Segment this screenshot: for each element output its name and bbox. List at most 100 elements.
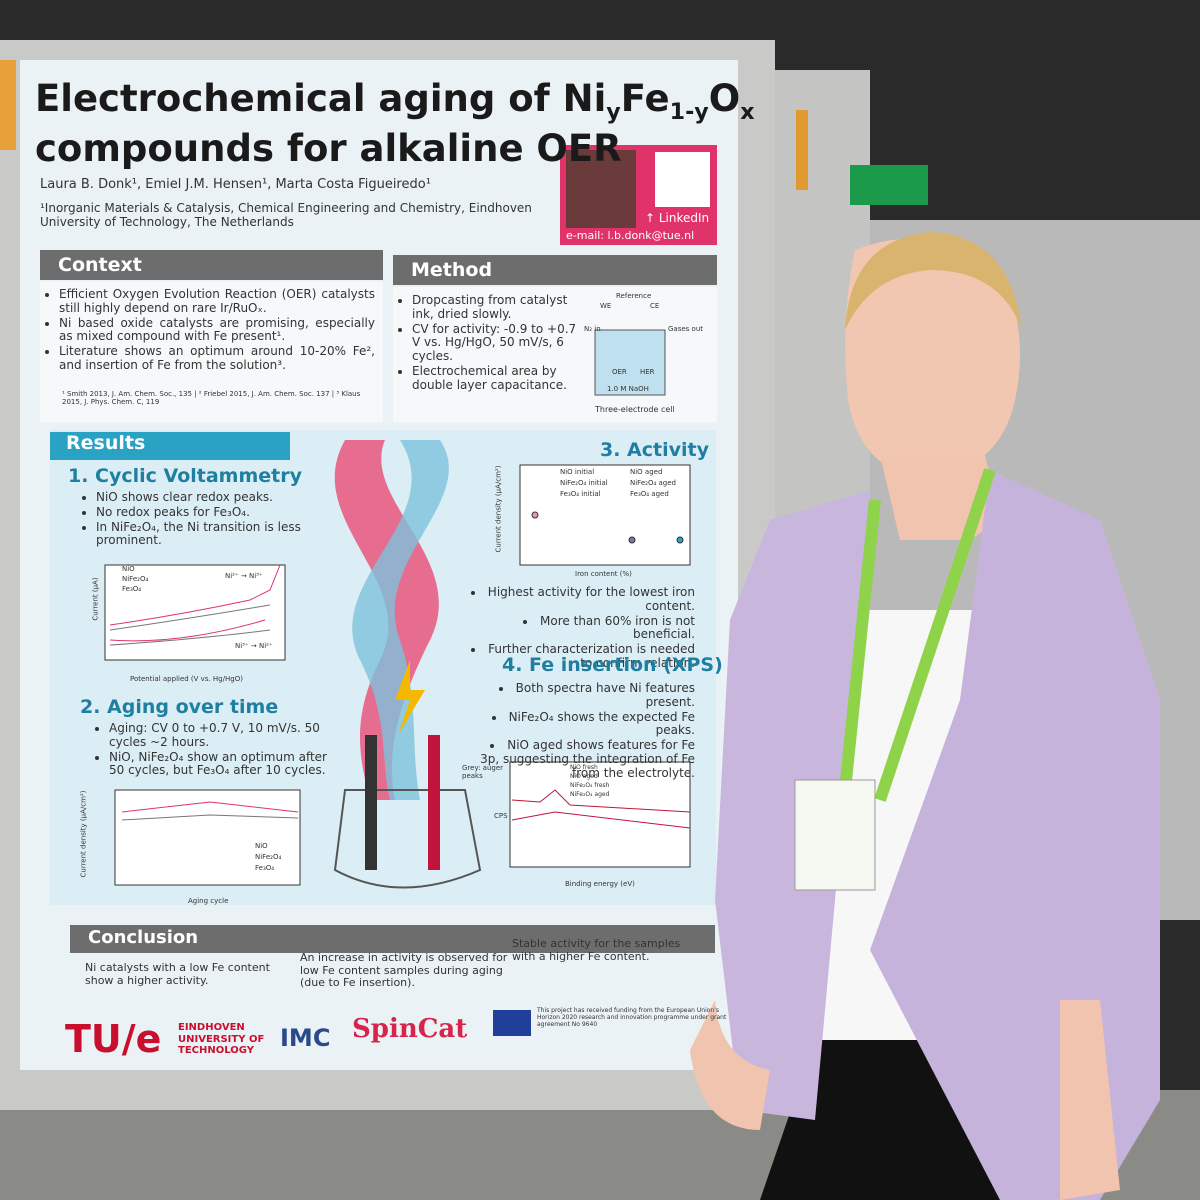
conclusion-bar — [70, 925, 715, 953]
label: WE — [600, 302, 612, 310]
bullet: Electrochemical area by double layer cap… — [412, 364, 578, 393]
bullet: Literature shows an optimum around 10-20… — [59, 344, 375, 373]
aging-title: 2. Aging over time — [80, 696, 279, 718]
eu-flag — [493, 1010, 531, 1036]
linkedin: ↑ LinkedIn — [645, 211, 710, 225]
aging-bullets: Aging: CV 0 to +0.7 V, 10 mV/s. 50 cycle… — [95, 721, 335, 779]
hand — [1060, 1000, 1120, 1200]
bullet: NiO aged shows features for Fe 3p, sugge… — [474, 738, 695, 780]
label: Fe₃O₄ — [122, 585, 142, 593]
hand — [690, 1000, 770, 1130]
label: NiFe₂O₄ fresh — [570, 782, 610, 789]
activity-ylabel: Current density (µA/cm²) — [494, 465, 503, 553]
exit-sign — [850, 165, 928, 205]
label: OER — [612, 368, 627, 376]
bullet: In NiFe₂O₄, the Ni transition is less pr… — [96, 520, 317, 549]
bullet: More than 60% iron is not beneficial. — [459, 614, 695, 643]
bullet: NiO, NiFe₂O₄ show an optimum after 50 cy… — [109, 750, 335, 779]
aging-xlabel: Aging cycle — [188, 897, 229, 905]
cell-caption: Three-electrode cell — [595, 405, 675, 414]
aging-chart — [114, 789, 301, 886]
blazer-left — [715, 490, 870, 1120]
context-body: Efficient Oxygen Evolution Reaction (OER… — [45, 287, 375, 374]
method-body: Dropcasting from catalyst ink, dried slo… — [398, 293, 578, 394]
bullet: Ni based oxide catalysts are promising, … — [59, 316, 375, 345]
affiliation: ¹Inorganic Materials & Catalysis, Chemic… — [40, 201, 532, 229]
poster-title-line2: compounds for alkaline OER — [35, 127, 622, 170]
funding: This project has received funding from t… — [537, 1007, 727, 1028]
label: NiO initial — [560, 468, 595, 476]
aging-ylabel: Current density (µA/cm²) — [79, 790, 88, 878]
label: NiO aged — [630, 468, 663, 476]
context-box — [40, 282, 383, 422]
board-tag — [0, 60, 16, 150]
label: Ni²⁺ → Ni³⁺ — [225, 572, 263, 580]
cv-ylabel: Current (µA) — [91, 577, 100, 621]
results-bar — [50, 432, 290, 460]
label: Ni³⁺ → Ni²⁺ — [235, 642, 273, 650]
context-heading: Context — [40, 250, 383, 280]
qr-code — [655, 152, 710, 207]
bullet: NiO shows clear redox peaks. — [96, 490, 317, 505]
label: NiO — [255, 842, 268, 850]
portrait — [566, 150, 636, 228]
bullet: Highest activity for the lowest iron con… — [459, 585, 695, 614]
bullet: Aging: CV 0 to +0.7 V, 10 mV/s. 50 cycle… — [109, 721, 335, 750]
xps-xlabel: Binding energy (eV) — [565, 880, 635, 888]
xps-bullets: Both spectra have Ni features present.Ni… — [460, 681, 695, 782]
electrode — [365, 735, 377, 870]
context-refs: ¹ Smith 2013, J. Am. Chem. Soc., 135 | ²… — [62, 390, 361, 407]
method-heading: Method — [393, 255, 717, 285]
bullet: Dropcasting from catalyst ink, dried slo… — [412, 293, 578, 322]
cell-beaker — [594, 329, 666, 396]
label: NiO — [122, 565, 135, 573]
hair — [845, 232, 1022, 330]
electrode — [428, 735, 440, 870]
label: N₂ in — [584, 325, 601, 333]
xps-note: Grey: auger peaks — [462, 764, 504, 781]
label: Fe₃O₄ aged — [630, 490, 669, 498]
label: Ni catalysts with a low Fe content show … — [85, 961, 270, 987]
email: e-mail: l.b.donk@tue.nl — [566, 229, 695, 242]
label: NiFe₂O₄ — [255, 853, 282, 861]
cv-xlabel: Potential applied (V vs. Hg/HgO) — [130, 675, 243, 683]
xps-chart — [509, 761, 691, 868]
label: NiFe₂O₄ initial — [560, 479, 608, 487]
lanyard — [839, 468, 996, 802]
label: Reference — [616, 292, 652, 300]
activity-chart — [519, 464, 691, 566]
authors: Laura B. Donk¹, Emiel J.M. Hensen¹, Mart… — [40, 177, 431, 192]
face — [845, 238, 1020, 480]
label: NiFe₂O₄ aged — [570, 791, 610, 798]
activity-xlabel: Iron content (%) — [575, 570, 632, 578]
o2-ribbon — [334, 440, 439, 800]
bullet: Efficient Oxygen Evolution Reaction (OER… — [59, 287, 375, 316]
bullet: CV for activity: -0.9 to +0.7 V vs. Hg/H… — [412, 322, 578, 364]
label: An increase in activity is observed for … — [300, 951, 508, 990]
label: 1.0 M NaOH — [607, 385, 649, 393]
panel-tag — [796, 110, 808, 190]
label: Fe₃O₄ initial — [560, 490, 601, 498]
badge — [794, 779, 876, 891]
label: HER — [640, 368, 655, 376]
h2-ribbon — [352, 440, 449, 800]
bullet: Further characterization is needed to co… — [459, 642, 695, 671]
xps-ylabel: CPS — [494, 812, 508, 820]
spincat-logo: SpinCat — [352, 1014, 468, 1044]
activity-bullets: Highest activity for the lowest iron con… — [445, 585, 695, 672]
tue-logo: TU/e — [65, 1017, 162, 1061]
results-heading: Results — [66, 432, 146, 454]
imc-logo: IMC — [280, 1024, 331, 1052]
label: NiFe₂O₄ — [122, 575, 149, 583]
activity-title: 3. Activity — [600, 439, 709, 461]
cv-title: 1. Cyclic Voltammetry — [68, 465, 303, 487]
label: Stable activity for the samples with a h… — [512, 937, 681, 963]
poster-title: Electrochemical aging of NiyFe1-yOx — [35, 77, 755, 125]
conclusion-heading: Conclusion — [88, 927, 199, 948]
label: NiFe₂O₄ aged — [630, 479, 676, 487]
flask — [333, 789, 482, 889]
label: NiO fresh — [570, 764, 598, 771]
label: NiO aged — [570, 773, 598, 780]
tue-name: EINDHOVEN UNIVERSITY OF TECHNOLOGY — [178, 1022, 265, 1056]
